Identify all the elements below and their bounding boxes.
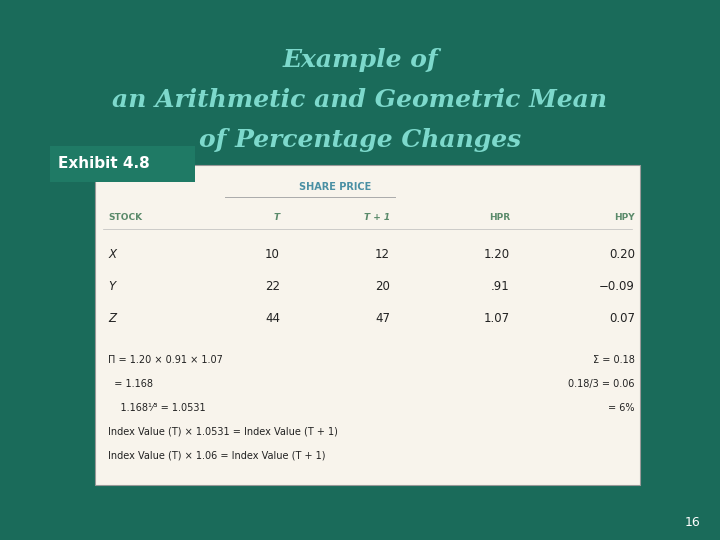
- Text: 16: 16: [684, 516, 700, 529]
- Text: Exhibit 4.8: Exhibit 4.8: [58, 157, 150, 172]
- Text: 44: 44: [265, 312, 280, 325]
- Text: 1.20: 1.20: [484, 247, 510, 260]
- Text: .91: .91: [491, 280, 510, 293]
- Text: 0.20: 0.20: [609, 247, 635, 260]
- Text: = 1.168: = 1.168: [108, 379, 153, 389]
- Text: 22: 22: [265, 280, 280, 293]
- Text: Index Value (T) × 1.0531 = Index Value (T + 1): Index Value (T) × 1.0531 = Index Value (…: [108, 427, 338, 437]
- Text: Y: Y: [108, 280, 115, 293]
- Text: X: X: [108, 247, 116, 260]
- Text: HPR: HPR: [489, 213, 510, 221]
- Text: = 6%: = 6%: [608, 403, 635, 413]
- Text: Π = 1.20 × 0.91 × 1.07: Π = 1.20 × 0.91 × 1.07: [108, 355, 223, 365]
- Text: 1.07: 1.07: [484, 312, 510, 325]
- Text: T + 1: T + 1: [364, 213, 390, 221]
- Text: T: T: [274, 213, 280, 221]
- Bar: [95, 165, 640, 485]
- Text: 1.168¹⁄³ = 1.0531: 1.168¹⁄³ = 1.0531: [108, 403, 206, 413]
- Text: −0.09: −0.09: [599, 280, 635, 293]
- Text: SHARE PRICE: SHARE PRICE: [299, 182, 371, 192]
- Text: 47: 47: [375, 312, 390, 325]
- Bar: [50, 146, 195, 182]
- Text: 0.07: 0.07: [609, 312, 635, 325]
- Text: Σ = 0.18: Σ = 0.18: [593, 355, 635, 365]
- Text: STOCK: STOCK: [108, 213, 142, 221]
- Text: an Arithmetic and Geometric Mean: an Arithmetic and Geometric Mean: [112, 88, 608, 112]
- Text: HPY: HPY: [614, 213, 635, 221]
- Text: 10: 10: [265, 247, 280, 260]
- Text: 12: 12: [375, 247, 390, 260]
- Text: Z: Z: [108, 312, 116, 325]
- Text: Example of: Example of: [282, 48, 438, 72]
- Text: Index Value (T) × 1.06 = Index Value (T + 1): Index Value (T) × 1.06 = Index Value (T …: [108, 451, 325, 461]
- Text: 0.18/3 = 0.06: 0.18/3 = 0.06: [569, 379, 635, 389]
- Text: of Percentage Changes: of Percentage Changes: [199, 128, 521, 152]
- Text: 20: 20: [375, 280, 390, 293]
